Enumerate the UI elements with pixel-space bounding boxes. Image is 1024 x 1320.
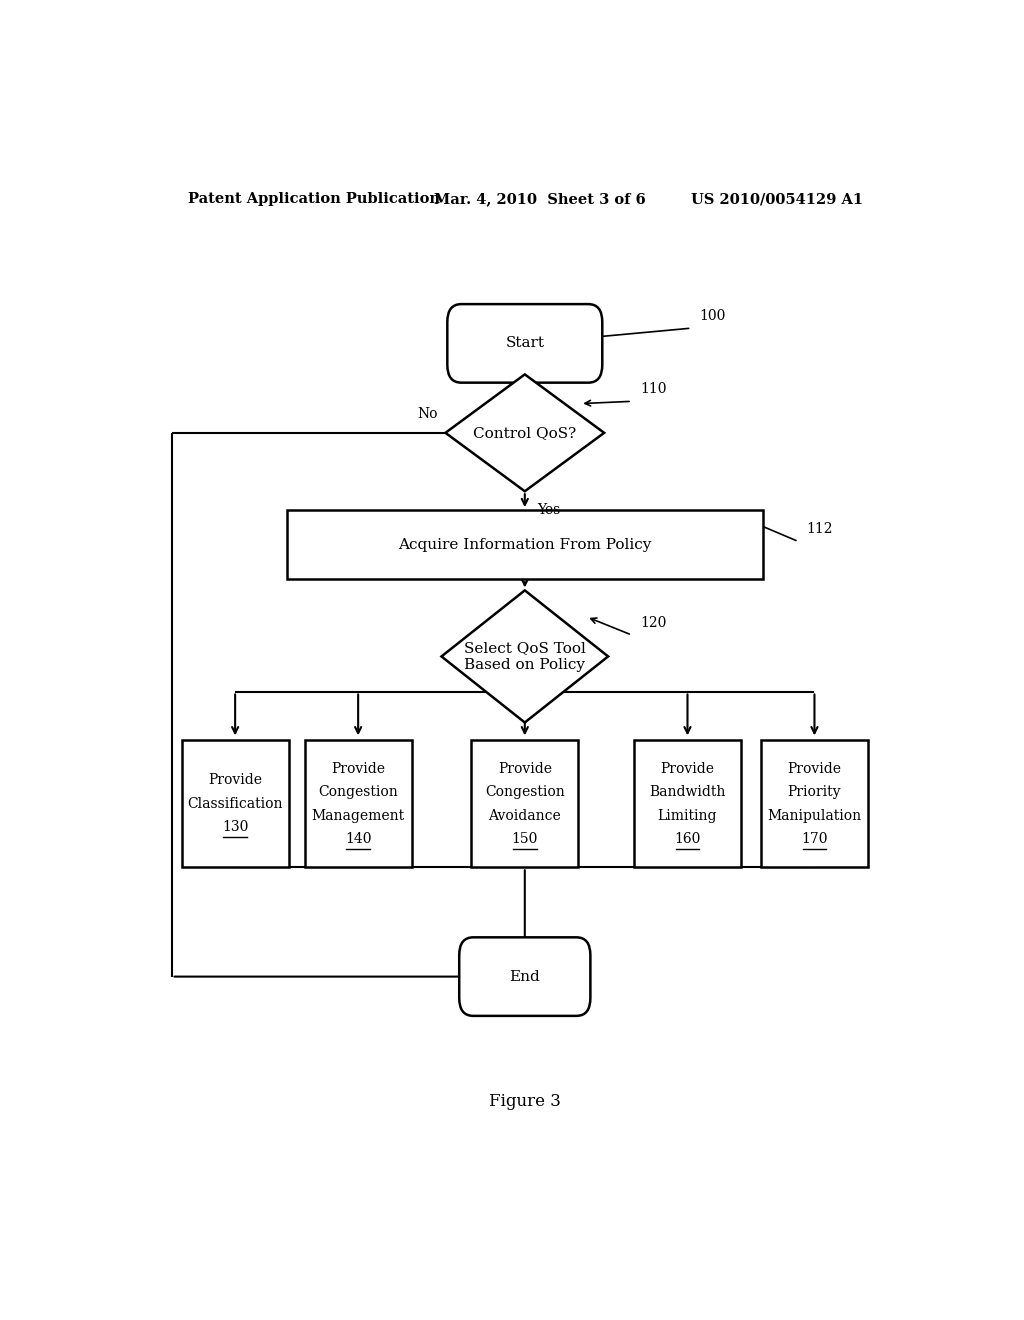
Text: 170: 170: [801, 832, 827, 846]
Text: Acquire Information From Policy: Acquire Information From Policy: [398, 537, 651, 552]
Text: Bandwidth: Bandwidth: [649, 785, 726, 799]
Polygon shape: [445, 375, 604, 491]
Text: Management: Management: [311, 809, 404, 822]
Text: Congestion: Congestion: [485, 785, 564, 799]
Text: 100: 100: [699, 309, 726, 323]
Text: Mar. 4, 2010  Sheet 3 of 6: Mar. 4, 2010 Sheet 3 of 6: [433, 191, 645, 206]
Text: End: End: [509, 970, 541, 983]
Bar: [634, 741, 741, 867]
Text: 140: 140: [345, 832, 372, 846]
Bar: [471, 741, 579, 867]
Text: Provide: Provide: [498, 762, 552, 776]
Text: Yes: Yes: [537, 503, 560, 517]
Text: No: No: [417, 407, 437, 421]
Polygon shape: [441, 590, 608, 722]
Bar: [761, 741, 868, 867]
Text: Manipulation: Manipulation: [767, 809, 861, 822]
Text: Patent Application Publication: Patent Application Publication: [187, 191, 439, 206]
Text: 120: 120: [640, 616, 667, 630]
Text: Start: Start: [505, 337, 545, 350]
Text: 130: 130: [222, 820, 249, 834]
FancyBboxPatch shape: [459, 937, 591, 1016]
Text: US 2010/0054129 A1: US 2010/0054129 A1: [691, 191, 863, 206]
Text: Limiting: Limiting: [657, 809, 717, 822]
Text: 150: 150: [512, 832, 538, 846]
Bar: [304, 741, 412, 867]
Text: Priority: Priority: [787, 785, 841, 799]
Text: Select QoS Tool
Based on Policy: Select QoS Tool Based on Policy: [464, 642, 586, 672]
Bar: [181, 741, 289, 867]
Text: Provide: Provide: [331, 762, 385, 776]
Text: Provide: Provide: [787, 762, 842, 776]
Text: Congestion: Congestion: [318, 785, 398, 799]
FancyBboxPatch shape: [447, 304, 602, 383]
Text: 110: 110: [640, 381, 667, 396]
Text: Classification: Classification: [187, 797, 283, 810]
Text: Provide: Provide: [208, 774, 262, 788]
Text: 112: 112: [807, 523, 834, 536]
Text: Provide: Provide: [660, 762, 715, 776]
Text: 160: 160: [674, 832, 700, 846]
Text: Control QoS?: Control QoS?: [473, 426, 577, 440]
Bar: [287, 510, 763, 579]
Text: Figure 3: Figure 3: [488, 1093, 561, 1110]
Text: Avoidance: Avoidance: [488, 809, 561, 822]
